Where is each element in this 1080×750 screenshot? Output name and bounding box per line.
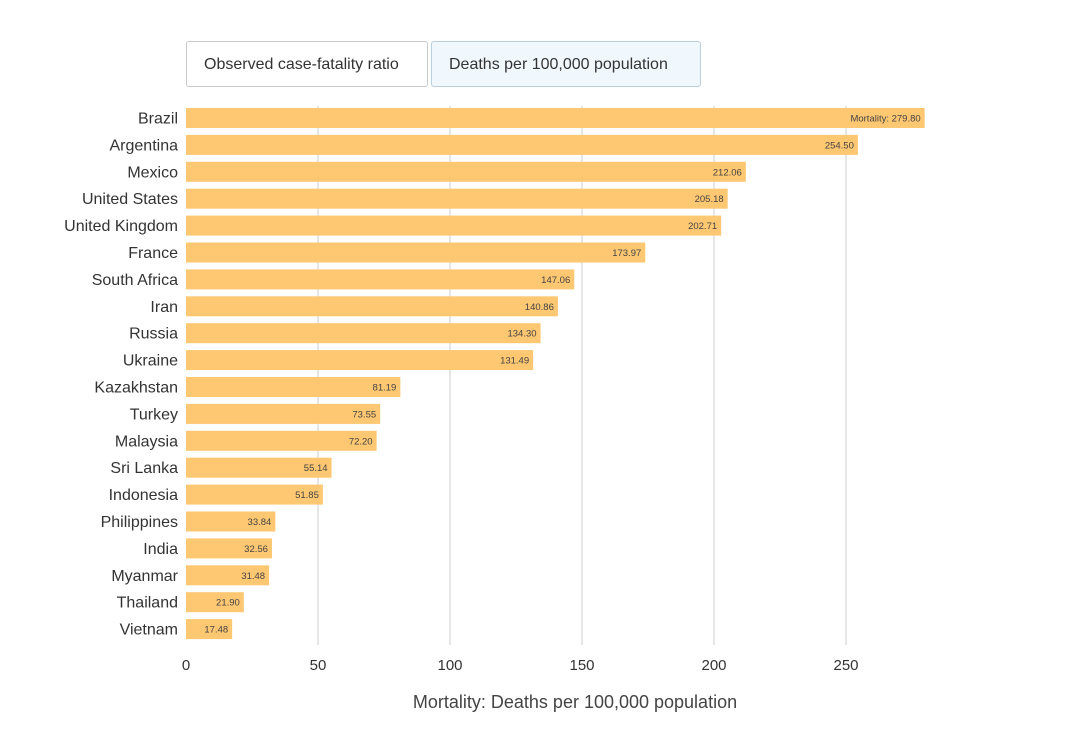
- x-axis-ticks: 0 50 100 150 200 250: [182, 657, 859, 674]
- category-label: France: [128, 245, 178, 262]
- category-label: Myanmar: [111, 568, 178, 585]
- data-label: 254.50: [825, 140, 854, 151]
- data-label: 31.48: [241, 571, 265, 582]
- x-tick-label: 0: [182, 657, 190, 674]
- data-label: 81.19: [373, 383, 397, 394]
- data-label: 140.86: [525, 302, 554, 313]
- data-label: 131.49: [500, 356, 529, 367]
- data-label: 72.20: [349, 436, 373, 447]
- data-label: 205.18: [695, 194, 724, 205]
- data-label: 202.71: [688, 221, 717, 232]
- bar-myanmar[interactable]: [186, 565, 270, 586]
- category-label: Russia: [129, 326, 178, 343]
- category-label: United Kingdom: [64, 218, 178, 235]
- x-tick-label: 50: [310, 657, 327, 674]
- data-label: 55.14: [304, 463, 328, 474]
- category-label: Thailand: [117, 595, 178, 612]
- tab-deaths-per-100k[interactable]: Deaths per 100,000 population: [431, 41, 701, 87]
- bar-philippines[interactable]: [186, 511, 276, 532]
- bar-argentina[interactable]: [186, 134, 858, 155]
- data-label: 33.84: [248, 517, 272, 528]
- category-label: Iran: [150, 299, 178, 316]
- bar-turkey[interactable]: [186, 403, 381, 424]
- category-label: South Africa: [92, 272, 178, 289]
- metric-tabs: Observed case-fatality ratio Deaths per …: [186, 41, 701, 87]
- category-label: Mexico: [127, 164, 178, 181]
- data-labels: Mortality: 279.80 254.50 212.06 205.18 202.7…: [204, 114, 920, 636]
- data-label: 147.06: [541, 275, 570, 286]
- category-label: Brazil: [138, 111, 178, 128]
- bar-vietnam[interactable]: [186, 619, 233, 640]
- bar-malaysia[interactable]: [186, 430, 377, 451]
- bar-brazil[interactable]: [186, 108, 925, 128]
- x-tick-label: 200: [701, 657, 726, 674]
- bar-united-kingdom[interactable]: [186, 215, 722, 236]
- bar-thailand[interactable]: [186, 592, 244, 613]
- x-axis-title: Mortality: Deaths per 100,000 population: [413, 692, 737, 712]
- category-label: United States: [82, 191, 178, 208]
- data-label: 21.90: [216, 598, 240, 609]
- data-label: Mortality: 279.80: [850, 114, 920, 125]
- bars: [186, 108, 925, 640]
- bar-ukraine[interactable]: [186, 350, 534, 371]
- bar-south-africa[interactable]: [186, 269, 575, 290]
- bar-kazakhstan[interactable]: [186, 377, 401, 397]
- category-label: Argentina: [110, 137, 179, 154]
- data-label: 134.30: [507, 329, 536, 340]
- data-label: 173.97: [612, 248, 641, 259]
- data-label: 212.06: [713, 167, 742, 178]
- bar-russia[interactable]: [186, 323, 541, 344]
- bar-united-states[interactable]: [186, 188, 728, 209]
- category-label: Ukraine: [123, 353, 178, 370]
- category-label: India: [143, 541, 178, 558]
- bar-france[interactable]: [186, 242, 646, 263]
- category-labels: Brazil Argentina Mexico United States United…: [64, 111, 179, 639]
- category-label: Malaysia: [115, 433, 178, 450]
- data-label: 51.85: [295, 490, 319, 501]
- category-label: Vietnam: [120, 622, 178, 639]
- tab-case-fatality-ratio[interactable]: Observed case-fatality ratio: [186, 41, 428, 87]
- x-tick-label: 250: [833, 657, 858, 674]
- bar-sri-lanka[interactable]: [186, 457, 332, 478]
- bar-iran[interactable]: [186, 296, 558, 317]
- gridlines: [317, 106, 847, 645]
- x-tick-label: 100: [437, 657, 462, 674]
- category-label: Philippines: [101, 514, 178, 531]
- category-label: Indonesia: [109, 487, 178, 504]
- category-label: Sri Lanka: [110, 460, 178, 477]
- bar-mexico[interactable]: [186, 161, 746, 182]
- bar-indonesia[interactable]: [186, 484, 323, 505]
- category-label: Turkey: [130, 406, 178, 423]
- x-tick-label: 150: [569, 657, 594, 674]
- data-label: 32.56: [244, 544, 268, 555]
- data-label: 73.55: [352, 409, 376, 420]
- category-label: Kazakhstan: [94, 380, 178, 397]
- bar-india[interactable]: [186, 538, 272, 559]
- data-label: 17.48: [204, 625, 228, 636]
